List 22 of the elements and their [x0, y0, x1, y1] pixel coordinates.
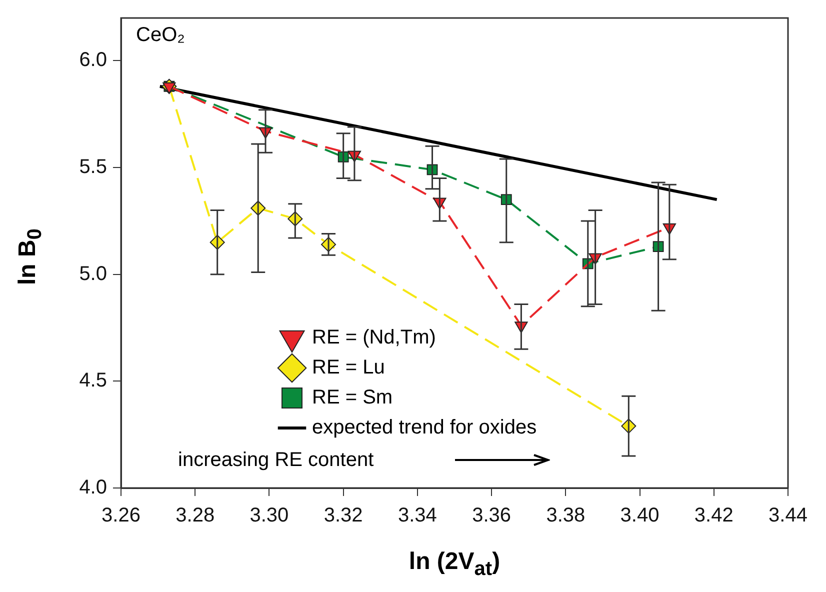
annotation: CeO₂: [136, 24, 185, 47]
y-tick-label: 5.5: [79, 156, 107, 178]
x-tick-label: 3.28: [176, 504, 215, 527]
x-tick-label: 3.40: [620, 504, 660, 527]
y-tick-label: 5.0: [79, 262, 107, 285]
legend-label: RE = Lu: [312, 356, 385, 379]
legend-label: expected trend for oxides: [312, 416, 537, 439]
y-tick-label: 6.0: [79, 49, 107, 72]
x-tick-label: 3.36: [472, 504, 512, 527]
x-tick-label: 3.44: [768, 504, 808, 527]
x-tick-label: 3.38: [546, 504, 586, 527]
y-tick-label: 4.0: [79, 476, 107, 499]
legend-label: RE = (Nd,Tm): [312, 326, 436, 349]
legend-label: RE = Sm: [312, 386, 393, 409]
x-axis-title: ln (2V$_{at}$): [408, 548, 502, 581]
x-tick-label: 3.32: [324, 504, 363, 527]
x-tick-label: 3.26: [102, 504, 140, 527]
x-tick-label: 3.34: [398, 504, 437, 527]
x-tick-label: 3.30: [250, 504, 289, 527]
y-tick-label: 4.5: [79, 370, 107, 392]
annotation: increasing RE content: [178, 449, 374, 472]
x-tick-label: 3.42: [694, 504, 734, 527]
